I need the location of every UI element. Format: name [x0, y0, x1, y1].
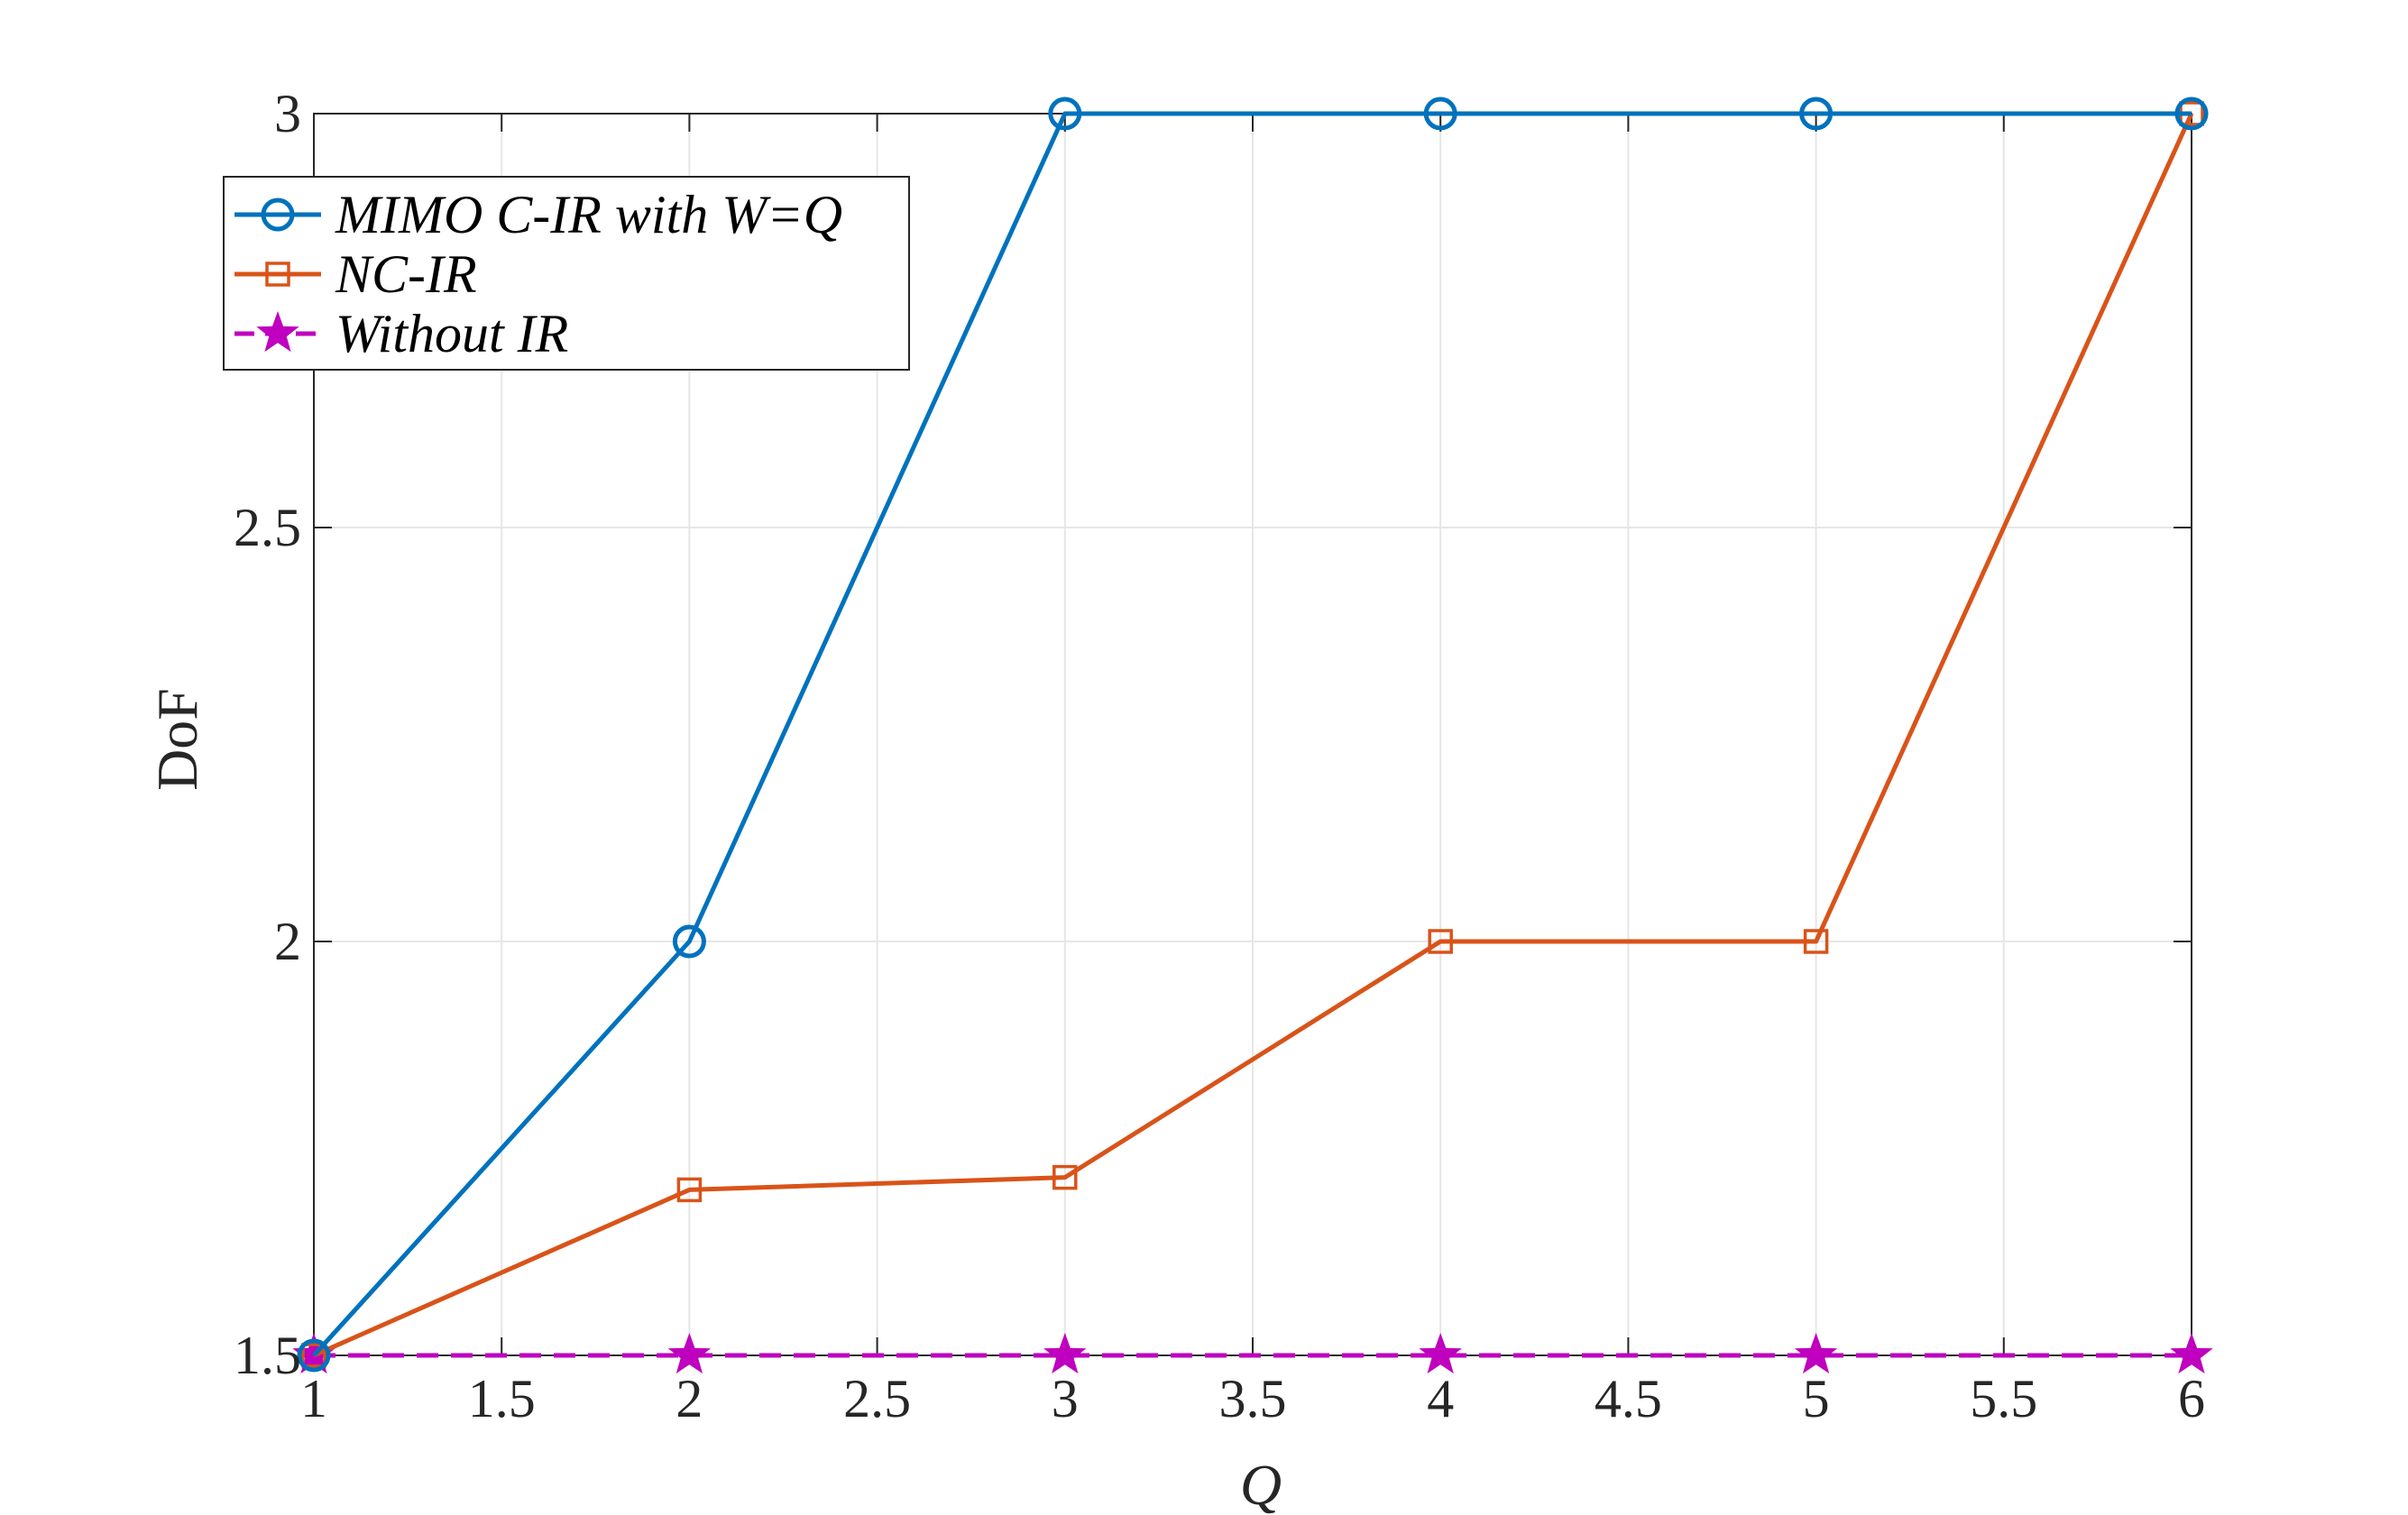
x-tick-label: 1.5 — [468, 1369, 536, 1428]
y-tick-label: 3 — [274, 84, 301, 143]
x-tick-label: 4.5 — [1595, 1369, 1662, 1428]
x-axis-title: Q — [1240, 1453, 1282, 1515]
legend-square-marker — [265, 262, 290, 287]
circle-marker — [672, 924, 706, 959]
x-tick-label: 3.5 — [1219, 1369, 1287, 1428]
star-marker — [1794, 1333, 1838, 1374]
star-marker — [1419, 1333, 1462, 1374]
x-tick-label: 2 — [676, 1369, 703, 1428]
star-marker — [1043, 1333, 1087, 1374]
tick-labels: 1 1.5 2 2.5 3 3.5 4 4.5 5 5.5 61.522.53 — [234, 84, 2205, 1428]
y-axis-title: DoF — [145, 688, 209, 791]
series-group — [292, 96, 2213, 1374]
star-marker — [2170, 1333, 2213, 1374]
series-line — [312, 112, 2194, 1358]
x-tick-label: 3 — [1052, 1369, 1079, 1428]
x-tick-label: 4 — [1427, 1369, 1454, 1428]
y-tick-label: 2 — [274, 912, 301, 971]
circle-marker — [2174, 96, 2209, 131]
x-tick-label: 5 — [1803, 1369, 1830, 1428]
x-tick-label: 1 — [300, 1369, 327, 1428]
y-tick-label: 2.5 — [234, 498, 301, 557]
x-tick-label: 5.5 — [1970, 1369, 2037, 1428]
legend-star-marker — [256, 311, 299, 353]
legend-box — [223, 176, 910, 371]
legend-label: NC-IR — [335, 244, 477, 304]
y-tick-label: 1.5 — [234, 1326, 301, 1385]
circle-marker — [297, 1338, 331, 1373]
series-2 — [301, 101, 2204, 1368]
legend-circle-marker — [261, 197, 295, 232]
square-marker — [1428, 929, 1453, 954]
series-line — [312, 111, 2192, 1357]
legend-label: MIMO C-IR with W=Q — [335, 185, 842, 244]
x-tick-label: 6 — [2178, 1369, 2205, 1428]
circle-marker — [1048, 96, 1082, 131]
square-marker — [1052, 1164, 1078, 1190]
square-marker — [676, 1177, 703, 1203]
star-marker — [667, 1333, 712, 1374]
circle-marker — [1799, 96, 1834, 131]
square-marker — [301, 1343, 326, 1368]
series-1 — [297, 96, 2209, 1373]
circle-marker — [1423, 96, 1457, 131]
x-tick-label: 2.5 — [843, 1369, 911, 1428]
square-marker — [1803, 929, 1829, 954]
legend-label: Without IR — [335, 304, 568, 363]
